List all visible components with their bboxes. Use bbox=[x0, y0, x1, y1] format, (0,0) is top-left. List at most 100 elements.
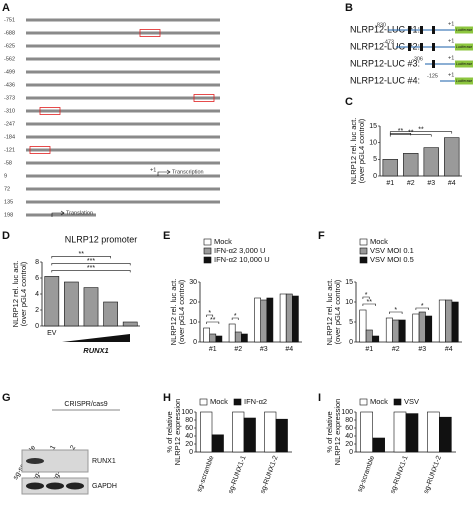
construct-name: NLRP12-LUC #1: bbox=[350, 24, 420, 34]
panel-label: B bbox=[345, 2, 353, 14]
significance-label: ** bbox=[398, 128, 404, 135]
luciferase-label: Luciferase bbox=[456, 79, 473, 83]
x-tick-label: #3 bbox=[418, 346, 426, 353]
transcription-start: +1 bbox=[150, 167, 156, 173]
y-tick-label: 10 bbox=[345, 299, 353, 306]
significance-label: ** bbox=[418, 127, 424, 134]
x-tick-label: sg-scramble bbox=[357, 455, 377, 493]
legend-label: IFN-α2 10,000 U bbox=[214, 255, 270, 264]
legend-label: Mock bbox=[210, 397, 228, 406]
construct-end: +1 bbox=[448, 55, 454, 61]
y-axis-label: (over pGL4 control) bbox=[333, 279, 342, 344]
legend-label: VSV MOI 0.1 bbox=[370, 246, 414, 255]
bar bbox=[392, 319, 400, 343]
y-axis-label: NLRP12 expression bbox=[333, 399, 342, 466]
bar bbox=[438, 299, 446, 343]
sequence-row bbox=[26, 122, 220, 126]
bar bbox=[359, 309, 367, 343]
significance-bracket bbox=[51, 270, 131, 273]
line-number: -499 bbox=[4, 69, 15, 75]
sequence-row bbox=[26, 148, 220, 152]
x-tick-label: EV bbox=[47, 330, 57, 337]
panel-label: I bbox=[318, 392, 321, 404]
binding-site-box bbox=[193, 94, 215, 102]
legend-swatch bbox=[393, 398, 402, 406]
blot-band bbox=[26, 458, 44, 464]
line-number: -625 bbox=[4, 43, 15, 49]
x-tick-label: #1 bbox=[386, 180, 394, 187]
bar bbox=[444, 137, 460, 177]
runx1-dose-wedge bbox=[62, 334, 130, 342]
legend-label: VSV bbox=[404, 397, 419, 406]
blot-band bbox=[26, 482, 44, 490]
bar bbox=[292, 295, 299, 343]
bar bbox=[122, 321, 138, 327]
bar bbox=[451, 301, 459, 343]
y-axis-label: NLRP12 expression bbox=[173, 399, 182, 466]
y-tick-label: 80 bbox=[185, 417, 193, 424]
y-tick-label: 30 bbox=[189, 279, 197, 286]
construct-start: -125 bbox=[427, 73, 438, 79]
bar bbox=[425, 315, 433, 343]
legend-swatch bbox=[203, 247, 212, 255]
y-tick-label: 20 bbox=[345, 441, 353, 448]
construct-start: -306 bbox=[412, 56, 423, 62]
x-tick-label: #1 bbox=[365, 346, 373, 353]
y-tick-label: 20 bbox=[189, 299, 197, 306]
binding-site-box bbox=[29, 146, 51, 154]
luciferase-box bbox=[455, 43, 473, 51]
x-tick-label: #3 bbox=[260, 346, 268, 353]
panel-label: G bbox=[2, 392, 11, 404]
luciferase-label: Luciferase bbox=[456, 62, 473, 66]
bar bbox=[44, 276, 60, 327]
significance-bracket bbox=[51, 263, 131, 266]
significance-bracket bbox=[206, 321, 220, 324]
significance-bracket bbox=[362, 296, 370, 299]
significance-bracket bbox=[51, 256, 111, 259]
significance-label: ** bbox=[367, 299, 373, 306]
significance-bracket bbox=[231, 317, 239, 320]
y-axis-label: NLRP12 rel. luc act. bbox=[169, 279, 178, 346]
legend-label: Mock bbox=[370, 397, 388, 406]
sequence-row bbox=[26, 18, 220, 22]
y-tick-label: 40 bbox=[345, 433, 353, 440]
y-tick-label: 20 bbox=[185, 441, 193, 448]
line-number: -310 bbox=[4, 108, 15, 114]
y-tick-label: 0 bbox=[193, 339, 197, 346]
bar bbox=[228, 323, 236, 343]
blot-membrane bbox=[21, 449, 89, 473]
line-number: -121 bbox=[4, 147, 15, 153]
sequence-row bbox=[26, 109, 220, 113]
x-tick-label: sg-RUNX1-1 bbox=[389, 455, 409, 495]
blot-band bbox=[46, 482, 64, 490]
x-tick-label: #2 bbox=[407, 180, 415, 187]
legend-swatch bbox=[233, 398, 242, 406]
panel-label: D bbox=[2, 230, 10, 242]
bar bbox=[275, 418, 288, 453]
line-number: -373 bbox=[4, 95, 15, 101]
legend-swatch bbox=[359, 256, 368, 264]
y-axis-label: NLRP12 rel. luc act. bbox=[325, 279, 334, 346]
significance-label: * bbox=[365, 292, 368, 299]
y-axis-label: NLRP12 rel. luc act. bbox=[11, 261, 20, 328]
significance-bracket bbox=[206, 314, 214, 317]
arrow bbox=[157, 169, 171, 176]
element-box bbox=[432, 43, 435, 51]
bar bbox=[405, 413, 419, 453]
bar bbox=[360, 411, 373, 453]
significance-label: ** bbox=[408, 130, 414, 137]
bar bbox=[398, 319, 406, 343]
construct-name: NLRP12-LUC #2: bbox=[350, 41, 420, 51]
legend-label: IFN-α2 3,000 U bbox=[214, 246, 265, 255]
y-tick-label: 15 bbox=[345, 279, 353, 286]
significance-bracket bbox=[362, 303, 376, 306]
x-tick-label: sg-RUNX1-1 bbox=[227, 455, 247, 495]
y-axis-label: (over pGL4 control) bbox=[177, 279, 186, 344]
luciferase-label: Luciferase bbox=[456, 28, 473, 32]
sequence-row bbox=[26, 174, 220, 178]
y-tick-label: 0 bbox=[373, 173, 377, 180]
bar bbox=[211, 434, 224, 453]
element-box bbox=[408, 43, 411, 51]
x-tick-label: #2 bbox=[392, 346, 400, 353]
